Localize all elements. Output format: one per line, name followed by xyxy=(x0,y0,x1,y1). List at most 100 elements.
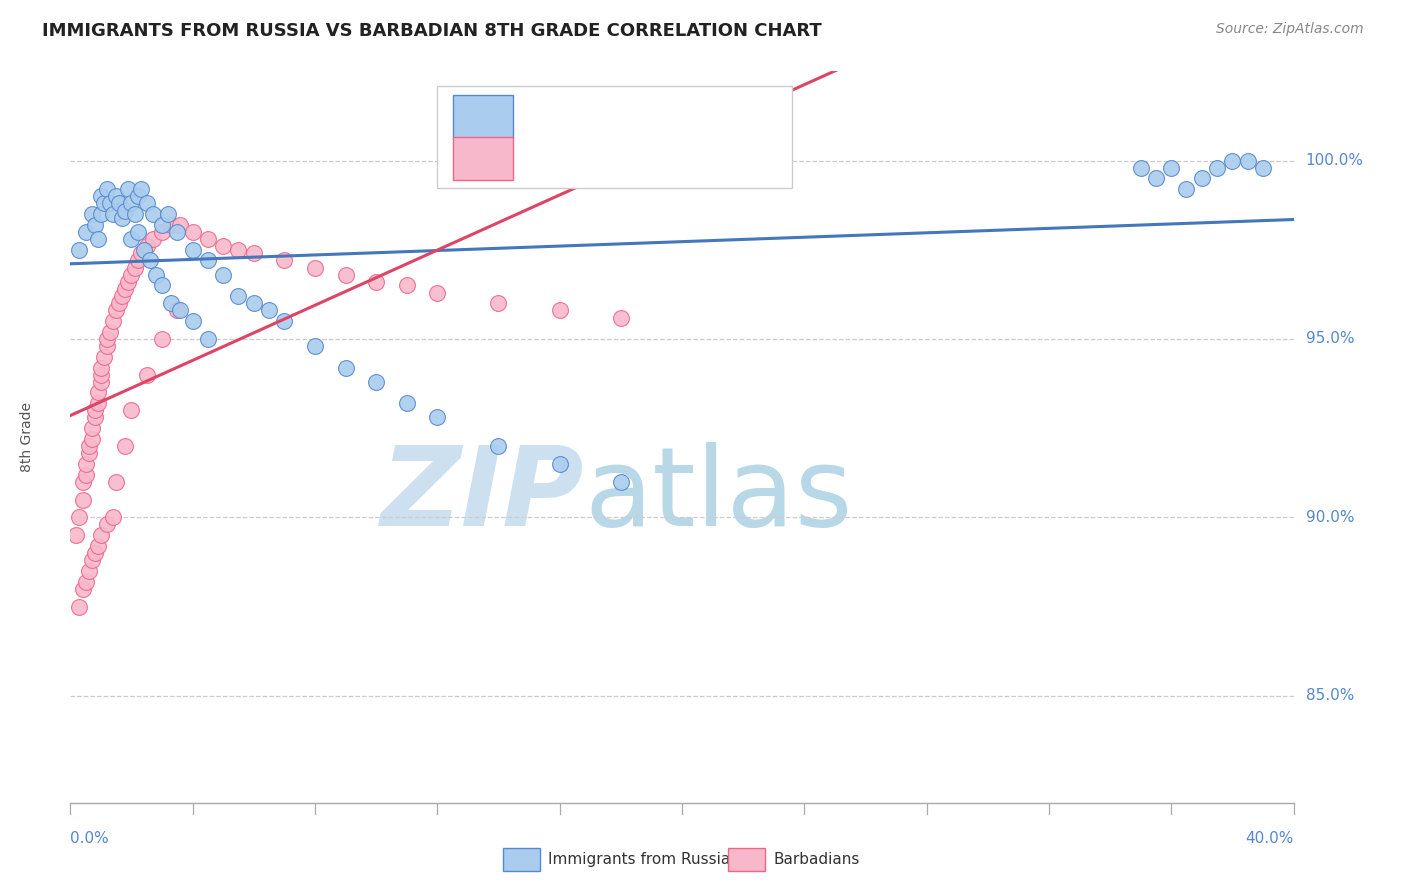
Point xyxy=(93,350,115,364)
FancyBboxPatch shape xyxy=(453,137,513,180)
Point xyxy=(366,275,388,289)
Point xyxy=(96,339,118,353)
Point xyxy=(69,243,91,257)
Point xyxy=(105,189,128,203)
Point xyxy=(80,432,103,446)
Point xyxy=(135,196,157,211)
Point xyxy=(83,410,105,425)
Point xyxy=(96,332,118,346)
Point xyxy=(65,528,87,542)
Point xyxy=(105,303,128,318)
Point xyxy=(426,285,449,300)
Point xyxy=(127,253,149,268)
Point xyxy=(142,232,165,246)
Point xyxy=(98,325,121,339)
Point xyxy=(93,196,115,211)
Point xyxy=(90,375,112,389)
Text: R = 0.357  N = 66: R = 0.357 N = 66 xyxy=(523,150,675,168)
Point xyxy=(181,314,204,328)
Point xyxy=(488,296,510,310)
Point xyxy=(212,239,235,253)
Point xyxy=(127,189,149,203)
Point xyxy=(90,368,112,382)
Point xyxy=(77,564,100,578)
Point xyxy=(150,218,173,232)
FancyBboxPatch shape xyxy=(453,95,513,138)
Point xyxy=(80,207,103,221)
Point xyxy=(366,375,388,389)
Point xyxy=(77,439,100,453)
Point xyxy=(111,289,134,303)
Point xyxy=(1220,153,1243,168)
Point xyxy=(90,207,112,221)
Point xyxy=(1251,161,1274,175)
Point xyxy=(77,446,100,460)
Point xyxy=(548,457,571,471)
Point xyxy=(101,314,124,328)
Point xyxy=(169,218,191,232)
Point xyxy=(96,182,118,196)
Point xyxy=(548,303,571,318)
Text: R = 0.519  N = 59: R = 0.519 N = 59 xyxy=(523,109,675,127)
Point xyxy=(90,189,112,203)
Point xyxy=(197,232,219,246)
Point xyxy=(127,225,149,239)
Point xyxy=(87,539,110,553)
Point xyxy=(80,421,103,435)
Point xyxy=(181,225,204,239)
Point xyxy=(150,225,173,239)
Text: atlas: atlas xyxy=(583,442,852,549)
Point xyxy=(243,246,266,260)
Text: Source: ZipAtlas.com: Source: ZipAtlas.com xyxy=(1216,22,1364,37)
Point xyxy=(212,268,235,282)
Point xyxy=(1160,161,1182,175)
Point xyxy=(395,396,418,410)
Point xyxy=(87,385,110,400)
Point xyxy=(114,439,136,453)
Point xyxy=(69,510,91,524)
Point xyxy=(90,360,112,375)
Point xyxy=(96,517,118,532)
Point xyxy=(1175,182,1198,196)
Point xyxy=(166,225,188,239)
Point xyxy=(114,282,136,296)
Point xyxy=(121,268,143,282)
Point xyxy=(488,439,510,453)
Point xyxy=(72,582,94,596)
Point xyxy=(72,492,94,507)
Text: IMMIGRANTS FROM RUSSIA VS BARBADIAN 8TH GRADE CORRELATION CHART: IMMIGRANTS FROM RUSSIA VS BARBADIAN 8TH … xyxy=(42,22,823,40)
Text: 40.0%: 40.0% xyxy=(1246,831,1294,847)
Text: 100.0%: 100.0% xyxy=(1306,153,1364,168)
Point xyxy=(426,410,449,425)
Point xyxy=(75,225,97,239)
Point xyxy=(129,182,152,196)
Point xyxy=(142,207,165,221)
Point xyxy=(117,275,139,289)
Text: 8th Grade: 8th Grade xyxy=(21,402,35,472)
Point xyxy=(98,196,121,211)
Point xyxy=(304,339,326,353)
Point xyxy=(610,475,633,489)
Point xyxy=(150,332,173,346)
Point xyxy=(108,196,131,211)
FancyBboxPatch shape xyxy=(437,86,792,188)
Point xyxy=(90,528,112,542)
Point xyxy=(160,296,183,310)
Point xyxy=(117,182,139,196)
Point xyxy=(1206,161,1229,175)
Point xyxy=(157,207,180,221)
Text: 85.0%: 85.0% xyxy=(1306,689,1354,703)
Point xyxy=(160,218,183,232)
Text: 0.0%: 0.0% xyxy=(70,831,110,847)
Point xyxy=(132,243,155,257)
Point xyxy=(257,303,280,318)
Point xyxy=(69,599,91,614)
Point xyxy=(83,546,105,560)
Point xyxy=(228,289,250,303)
Point xyxy=(114,203,136,218)
Point xyxy=(228,243,250,257)
Point xyxy=(1236,153,1258,168)
Point xyxy=(145,268,167,282)
Point xyxy=(124,260,146,275)
Point xyxy=(87,232,110,246)
